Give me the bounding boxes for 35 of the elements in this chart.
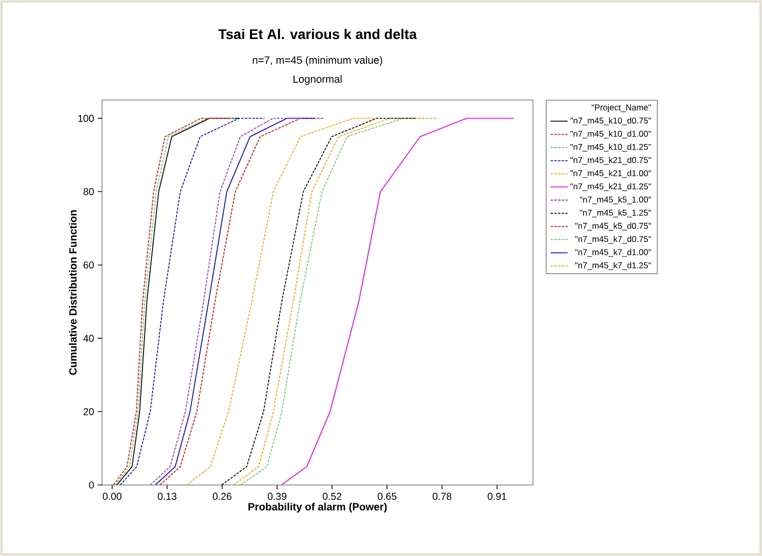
legend-label: "n7_m45_k21_d1.25" bbox=[570, 183, 651, 191]
x-tick-label: 0.13 bbox=[158, 492, 176, 500]
y-tick-label: 80 bbox=[84, 188, 94, 196]
x-tick-label: 0.00 bbox=[102, 492, 122, 500]
legend-title: "Project_Name" bbox=[592, 104, 651, 112]
x-tick-label: 0.91 bbox=[488, 492, 506, 500]
legend-label: "n7_m45_k7_d1.25" bbox=[575, 262, 651, 270]
x-axis-title: Probability of alarm (Power) bbox=[248, 502, 387, 513]
legend-label: "n7_m45_k5_1.00" bbox=[580, 196, 651, 204]
legend-label: "n7_m45_k10_d1.00" bbox=[570, 130, 651, 138]
x-tick-label: 0.26 bbox=[212, 492, 232, 500]
chart-title: Tsai Et Al. various k and delta bbox=[218, 28, 417, 40]
x-tick-label: 0.78 bbox=[432, 492, 452, 500]
text: Lognormal bbox=[294, 75, 342, 85]
y-axis-title: Cumulative Distribution Function bbox=[68, 210, 77, 375]
x-tick-label: 0.52 bbox=[322, 492, 342, 500]
legend-label: "n7_m45_k21_d1.00" bbox=[570, 170, 651, 178]
x-tick-label: 0.39 bbox=[268, 492, 286, 500]
y-tick-label: 20 bbox=[84, 408, 94, 416]
line-series bbox=[186, 118, 375, 485]
legend-label: "n7_m45_k5_d0.75" bbox=[575, 222, 651, 230]
line-series bbox=[280, 118, 514, 485]
legend-label: "n7_m45_k7_d1.00" bbox=[575, 248, 651, 257]
y-tick-label: 100 bbox=[78, 114, 94, 122]
line-series bbox=[120, 118, 265, 485]
chart-subtitle: n=7, m=45 (minimum value) bbox=[252, 56, 382, 66]
x-tick-label: 0.65 bbox=[378, 492, 396, 500]
legend-label: "n7_m45_k10_d1.25" bbox=[570, 144, 651, 152]
legend-label: "n7_m45_k21_d0.75" bbox=[570, 156, 651, 165]
legend-label: "n7_m45_k7_d0.75" bbox=[575, 236, 651, 244]
y-tick-label: 40 bbox=[83, 334, 94, 342]
legend-label: "n7_m45_k5_1.25" bbox=[580, 209, 651, 218]
legend-label: "n7_m45_k10_d0.75" bbox=[570, 117, 651, 126]
y-tick-label: 60 bbox=[84, 261, 94, 269]
y-tick-label: 0 bbox=[89, 481, 94, 489]
